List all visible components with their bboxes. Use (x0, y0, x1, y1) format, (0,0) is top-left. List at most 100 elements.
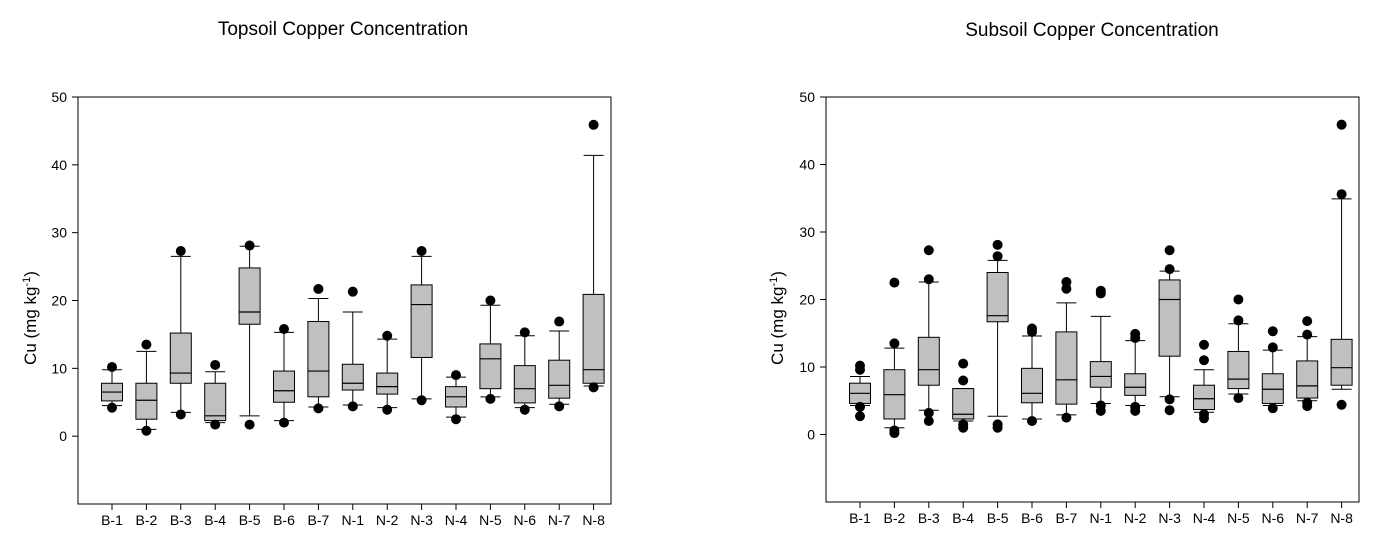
outlier-point (1199, 339, 1209, 350)
y-tick-label: 30 (799, 224, 815, 240)
x-tick-label: B-6 (273, 512, 295, 528)
outlier-point (1130, 328, 1141, 339)
outlier-point (992, 419, 1003, 430)
outlier-point (175, 245, 186, 256)
outlier-point (1267, 403, 1278, 414)
box (513, 365, 536, 404)
x-tick-label: N-3 (410, 512, 433, 528)
outlier-point (1199, 355, 1209, 366)
outlier-point (1267, 342, 1278, 353)
outlier-point (1095, 285, 1106, 296)
plot-area-subsoil: 0 10 20 30 40 50 B-1 B-2 B-3 B-4 B-5 B-6 B-7 N-1 N-2 N-… (799, 89, 1360, 526)
outlier-point (992, 239, 1003, 250)
box (1124, 373, 1147, 396)
outlier-point (519, 327, 530, 338)
outlier-point (279, 323, 289, 334)
outlier-point (1061, 276, 1072, 287)
outlier-point (347, 286, 358, 297)
outlier-point (313, 403, 324, 414)
outlier-point (416, 245, 427, 256)
outlier-point (1095, 400, 1106, 411)
outlier-point (141, 339, 152, 350)
y-tick-label: 50 (51, 89, 67, 105)
box (410, 284, 433, 358)
outlier-point (1233, 393, 1244, 404)
box (341, 363, 364, 391)
outlier-point (588, 119, 599, 130)
box (169, 332, 192, 384)
outlier-point (1130, 401, 1141, 412)
x-tick-label: B-4 (204, 512, 226, 528)
x-tick-label: B-5 (239, 512, 261, 528)
outlier-point (588, 382, 599, 393)
x-tick-label: N-5 (1227, 510, 1250, 526)
y-axis-label: Cu (mg kg-1) (768, 271, 787, 365)
outlier-point (1336, 399, 1347, 410)
outlier-point (382, 330, 393, 341)
box (273, 370, 295, 403)
outlier-point (451, 370, 461, 381)
y-tick-label: 20 (51, 293, 67, 309)
x-tick-label: B-6 (1021, 510, 1043, 526)
outlier-point (107, 361, 117, 372)
outlier-point (1061, 412, 1072, 423)
chart-title: Topsoil Copper Concentration (218, 19, 468, 40)
box (1089, 361, 1112, 388)
outlier-point (416, 395, 427, 406)
box (1193, 384, 1215, 411)
outlier-point (1233, 315, 1244, 326)
x-tick-label: B-2 (136, 512, 158, 528)
box (1261, 373, 1284, 404)
y-tick-label: 40 (51, 157, 67, 173)
box (204, 382, 227, 422)
x-tick-label: B-1 (849, 510, 871, 526)
x-tick-label: B-7 (1056, 510, 1078, 526)
box (238, 267, 261, 325)
outlier-point (279, 417, 289, 428)
outlier-point (992, 251, 1003, 262)
outlier-point (889, 338, 900, 349)
x-tick-label: B-2 (884, 510, 906, 526)
x-tick-label: B-1 (101, 512, 123, 528)
y-tick-label: 10 (51, 360, 67, 376)
y-tick-label: 40 (799, 157, 815, 173)
outlier-point (210, 419, 221, 430)
outlier-point (889, 277, 900, 288)
x-tick-label: B-3 (918, 510, 940, 526)
y-tick-label: 50 (799, 89, 815, 105)
outlier-point (485, 295, 496, 306)
outlier-point (855, 411, 865, 422)
outlier-point (889, 425, 900, 436)
x-tick-label: N-2 (1124, 510, 1147, 526)
box (1227, 350, 1250, 390)
outlier-point (923, 407, 934, 418)
plot-frame (825, 96, 1360, 503)
outlier-point (958, 375, 969, 386)
box (1158, 279, 1181, 357)
outlier-point (1164, 394, 1175, 405)
outlier-point (923, 274, 934, 285)
outlier-point (1336, 119, 1347, 130)
outlier-point (1267, 326, 1278, 337)
box (479, 343, 502, 390)
plot-area-topsoil: 0 10 20 30 40 50 B-1 B-2 B-3 B-4 B-5 B-6 B-7 N-1 N-2 N-… (51, 89, 612, 528)
outlier-point (313, 283, 324, 294)
y-tick-label: 0 (807, 427, 815, 443)
outlier-point (1199, 409, 1209, 420)
box (1330, 338, 1353, 386)
x-tick-label: N-7 (548, 512, 571, 528)
outlier-point (244, 240, 255, 251)
outlier-point (485, 393, 496, 404)
outlier-point (451, 414, 461, 425)
box (917, 336, 940, 386)
box (1021, 367, 1043, 404)
x-tick-label: N-1 (1090, 510, 1113, 526)
outlier-point (382, 404, 393, 415)
box (307, 321, 330, 398)
y-tick-label: 20 (799, 292, 815, 308)
x-tick-label: N-8 (1330, 510, 1353, 526)
outlier-point (1233, 294, 1244, 305)
outlier-point (855, 401, 865, 412)
x-tick-label: N-1 (342, 512, 365, 528)
